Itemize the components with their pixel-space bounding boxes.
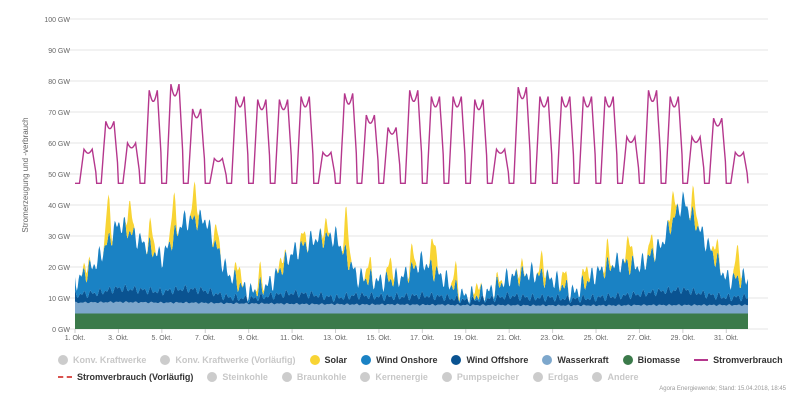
- x-tick-label: 23. Okt.: [540, 335, 565, 342]
- y-tick-label: 50 GW: [48, 172, 70, 179]
- legend-label: Pumpspeicher: [456, 371, 519, 382]
- legend-item-andere[interactable]: Andere: [592, 371, 639, 382]
- line-stromverbrauch: [75, 83, 749, 184]
- legend-label: Wind Onshore: [376, 354, 438, 365]
- legend-symbol-icon: [309, 354, 320, 365]
- legend-item-kernenergie[interactable]: Kernenergie: [360, 371, 428, 382]
- y-tick-label: 70 GW: [48, 110, 70, 117]
- legend-label: Steinkohle: [222, 371, 268, 382]
- x-tick-label: 5. Okt.: [152, 335, 173, 342]
- legend-symbol-icon: [451, 354, 462, 365]
- legend-item-wasserkraft[interactable]: Wasserkraft: [542, 354, 609, 365]
- legend-item-stromverbrauch-vorl-ufig[interactable]: Stromverbrauch (Vorläufig): [58, 372, 193, 382]
- area-wasserkraft: [75, 301, 748, 314]
- legend-label: Wasserkraft: [557, 354, 609, 365]
- legend-item-pumpspeicher[interactable]: Pumpspeicher: [441, 371, 519, 382]
- x-tick-label: 27. Okt.: [627, 335, 652, 342]
- x-tick-label: 1. Okt.: [65, 335, 86, 342]
- legend-symbol-icon: [694, 359, 709, 361]
- legend-symbol-icon: [532, 371, 543, 382]
- legend-item-konv-kraftwerke-vorl-ufig[interactable]: Konv. Kraftwerke (Vorläufig): [160, 354, 296, 365]
- x-tick-label: 9. Okt.: [238, 335, 259, 342]
- legend-row: Stromverbrauch (Vorläufig) Steinkohle Brau…: [58, 368, 778, 385]
- y-tick-label: 0 GW: [52, 327, 70, 334]
- stacked-areas: [75, 181, 748, 329]
- legend-symbol-icon: [592, 371, 603, 382]
- legend-item-erdgas[interactable]: Erdgas: [532, 371, 579, 382]
- legend-symbol-icon: [360, 371, 371, 382]
- legend-symbol-icon: [58, 354, 68, 365]
- legend-symbol-icon: [441, 371, 452, 382]
- x-axis-tick-labels: 1. Okt. 3. Okt. 5. Okt. 7. Okt. 9. Okt. 11. O…: [65, 329, 739, 342]
- legend-item-solar[interactable]: Solar: [309, 354, 348, 365]
- x-tick-label: 15. Okt.: [367, 335, 392, 342]
- y-tick-label: 20 GW: [48, 265, 70, 272]
- legend-label: Wind Offshore: [466, 354, 529, 365]
- legend-item-wind-onshore[interactable]: Wind Onshore: [361, 354, 438, 365]
- legend-label: Konv. Kraftwerke: [73, 354, 147, 365]
- legend-symbol-icon: [58, 376, 72, 378]
- credits: Agora Energiewende; Stand: 15.04.2018, 1…: [659, 386, 786, 392]
- legend-symbol-icon: [281, 371, 292, 382]
- x-tick-label: 31. Okt.: [714, 335, 739, 342]
- x-tick-label: 7. Okt.: [195, 335, 216, 342]
- legend-item-stromverbrauch[interactable]: Stromverbrauch: [694, 355, 783, 365]
- y-tick-label: 60 GW: [48, 141, 70, 148]
- legend-symbol-icon: [207, 371, 218, 382]
- x-tick-label: 19. Okt.: [454, 335, 479, 342]
- legend-label: Erdgas: [547, 371, 579, 382]
- y-axis-title: Stromerzeugung und -verbrauch: [21, 117, 30, 232]
- legend-item-biomasse[interactable]: Biomasse: [622, 354, 681, 365]
- x-tick-label: 11. Okt.: [280, 335, 304, 342]
- legend-label: Andere: [607, 371, 639, 382]
- area-wind-offshore: [75, 284, 748, 307]
- legend-item-wind-offshore[interactable]: Wind Offshore: [451, 354, 529, 365]
- x-tick-label: 3. Okt.: [108, 335, 129, 342]
- area-biomasse: [75, 313, 748, 329]
- legend-item-braunkohle[interactable]: Braunkohle: [281, 371, 347, 382]
- legend-item-konv-kraftwerke[interactable]: Konv. Kraftwerke: [58, 354, 147, 365]
- legend-label: Stromverbrauch: [713, 354, 783, 365]
- y-tick-label: 100 GW: [44, 17, 70, 24]
- legend-label: Konv. Kraftwerke (Vorläufig): [175, 354, 296, 365]
- legend-symbol-icon: [361, 354, 372, 365]
- x-tick-label: 13. Okt.: [323, 335, 348, 342]
- x-tick-label: 29. Okt.: [671, 335, 696, 342]
- y-tick-label: 30 GW: [48, 234, 70, 241]
- legend-symbol-icon: [160, 354, 171, 365]
- legend: Konv. Kraftwerke Konv. Kraftwerke (Vorläu…: [58, 351, 783, 385]
- x-tick-label: 21. Okt.: [497, 335, 522, 342]
- consumption-lines: [75, 83, 749, 184]
- legend-label: Biomasse: [637, 354, 681, 365]
- legend-row: Konv. Kraftwerke Konv. Kraftwerke (Vorläu…: [58, 351, 783, 368]
- x-tick-label: 25. Okt.: [584, 335, 609, 342]
- y-tick-label: 10 GW: [48, 296, 70, 303]
- y-tick-label: 90 GW: [48, 48, 70, 55]
- y-tick-label: 40 GW: [48, 203, 70, 210]
- legend-label: Braunkohle: [296, 371, 347, 382]
- x-tick-label: 17. Okt.: [410, 335, 435, 342]
- legend-label: Kernenergie: [375, 371, 428, 382]
- y-tick-label: 80 GW: [48, 79, 70, 86]
- legend-symbol-icon: [622, 354, 633, 365]
- legend-item-steinkohle[interactable]: Steinkohle: [207, 371, 268, 382]
- y-axis-tick-labels: 0 GW 10 GW 20 GW 30 GW 40 GW 50 GW 60 GW 70 GW 8…: [44, 17, 70, 334]
- legend-label: Solar: [324, 354, 348, 365]
- area-wind-onshore: [75, 191, 748, 305]
- legend-symbol-icon: [542, 354, 553, 365]
- legend-label: Stromverbrauch (Vorläufig): [77, 371, 194, 382]
